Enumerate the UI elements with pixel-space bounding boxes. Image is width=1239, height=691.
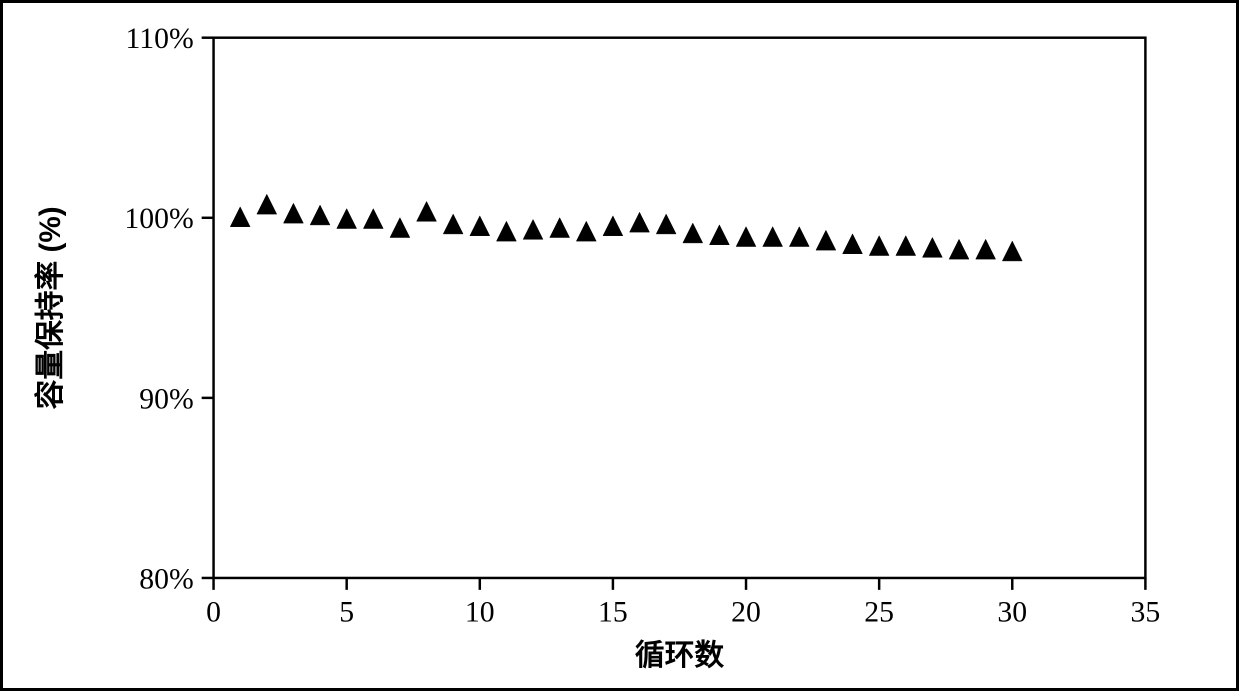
data-point — [497, 221, 517, 241]
svg-text:35: 35 — [1131, 597, 1161, 629]
data-point — [1002, 241, 1022, 261]
data-point — [816, 230, 836, 250]
svg-text:0: 0 — [206, 597, 221, 629]
svg-text:30: 30 — [997, 597, 1027, 629]
data-point — [417, 201, 437, 221]
data-point — [976, 239, 996, 259]
svg-text:110%: 110% — [125, 23, 193, 55]
svg-text:100%: 100% — [124, 203, 193, 235]
data-point — [603, 216, 623, 236]
capacity-retention-chart: 0 5 10 15 20 25 30 35 80% 90% 100% 110% 循环数 容量保持率 (%) — [3, 3, 1236, 688]
data-point — [949, 239, 969, 259]
data-point — [310, 205, 330, 225]
data-point — [363, 209, 383, 229]
data-point — [656, 214, 676, 234]
data-point — [683, 223, 703, 243]
data-point — [763, 227, 783, 247]
data-point — [630, 212, 650, 232]
data-point — [337, 209, 357, 229]
svg-text:80%: 80% — [139, 563, 193, 595]
data-point — [709, 225, 729, 245]
chart-container: 0 5 10 15 20 25 30 35 80% 90% 100% 110% 循环数 容量保持率 (%) — [3, 3, 1236, 688]
data-point — [523, 219, 543, 239]
svg-text:10: 10 — [465, 597, 495, 629]
svg-text:90%: 90% — [139, 383, 193, 415]
svg-text:25: 25 — [864, 597, 894, 629]
data-point — [470, 216, 490, 236]
data-point — [230, 207, 250, 227]
data-series — [230, 194, 1022, 261]
data-point — [576, 221, 596, 241]
data-point — [443, 214, 463, 234]
data-point — [789, 227, 809, 247]
chart-frame: 0 5 10 15 20 25 30 35 80% 90% 100% 110% 循环数 容量保持率 (%) — [0, 0, 1239, 691]
data-point — [257, 194, 277, 214]
svg-text:20: 20 — [731, 597, 761, 629]
data-point — [736, 227, 756, 247]
svg-text:5: 5 — [339, 597, 354, 629]
y-axis-title: 容量保持率 (%) — [34, 206, 67, 409]
data-point — [896, 236, 916, 256]
data-point — [843, 234, 863, 254]
svg-text:15: 15 — [598, 597, 628, 629]
data-point — [922, 237, 942, 257]
x-axis-title: 循环数 — [635, 639, 724, 672]
data-point — [284, 203, 304, 223]
data-point — [390, 218, 410, 238]
data-point — [550, 218, 570, 238]
data-point — [869, 236, 889, 256]
